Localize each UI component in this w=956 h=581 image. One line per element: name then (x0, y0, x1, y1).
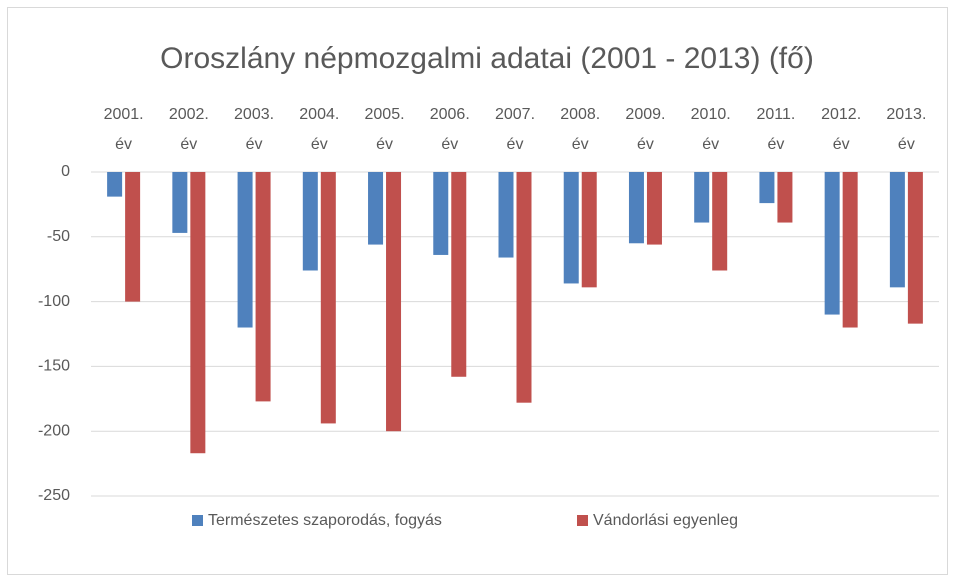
legend-label: Vándorlási egyenleg (593, 512, 738, 529)
bar (320, 172, 336, 424)
bar (302, 172, 318, 271)
x-tick-label: 2006. év (429, 106, 470, 153)
bar (107, 172, 123, 197)
x-tick-label: 2003. év (234, 106, 275, 153)
bar (646, 172, 662, 245)
y-tick-label: -100 (38, 293, 70, 310)
bar (237, 172, 253, 328)
y-tick-label: -200 (38, 422, 70, 439)
bar (125, 172, 141, 302)
y-tick-label: 0 (61, 163, 70, 180)
x-tick-label: 2005. év (364, 106, 405, 153)
bar (824, 172, 840, 315)
x-tick-label: 2012. év (821, 106, 862, 153)
x-tick-label: 2011. év (756, 106, 796, 153)
x-tick-label: 2009. év (625, 106, 666, 153)
x-tick-label: 2007. év (494, 106, 536, 153)
chart-border (7, 7, 948, 575)
bar (516, 172, 532, 403)
bar (889, 172, 905, 288)
x-tick-label: 2001. év (103, 106, 144, 153)
bar (498, 172, 514, 258)
x-tick-label: 2010. év (690, 106, 731, 153)
legend-label: Természetes szaporodás, fogyás (208, 512, 442, 529)
x-tick-label: 2013. év (886, 106, 927, 153)
bar (694, 172, 710, 223)
bar (842, 172, 858, 328)
bar (433, 172, 449, 255)
y-tick-label: -250 (38, 487, 70, 504)
bar (172, 172, 188, 233)
bar (581, 172, 597, 288)
bar (451, 172, 467, 377)
bar (563, 172, 579, 284)
x-tick-label: 2008. év (560, 106, 601, 153)
y-tick-label: -50 (47, 228, 70, 245)
y-tick-label: -150 (38, 358, 70, 375)
chart-title: Oroszlány népmozgalmi adatai (2001 - 201… (160, 42, 814, 75)
bar (255, 172, 271, 402)
bar (190, 172, 206, 454)
x-tick-label: 2004. év (299, 106, 340, 153)
bar (712, 172, 728, 271)
bar (777, 172, 793, 223)
bar (628, 172, 644, 244)
x-tick-label: 2002. év (168, 106, 209, 153)
legend-swatch (577, 515, 588, 526)
bar (907, 172, 923, 324)
bar (759, 172, 775, 204)
bar (386, 172, 402, 432)
legend-swatch (192, 515, 203, 526)
bar (368, 172, 384, 245)
